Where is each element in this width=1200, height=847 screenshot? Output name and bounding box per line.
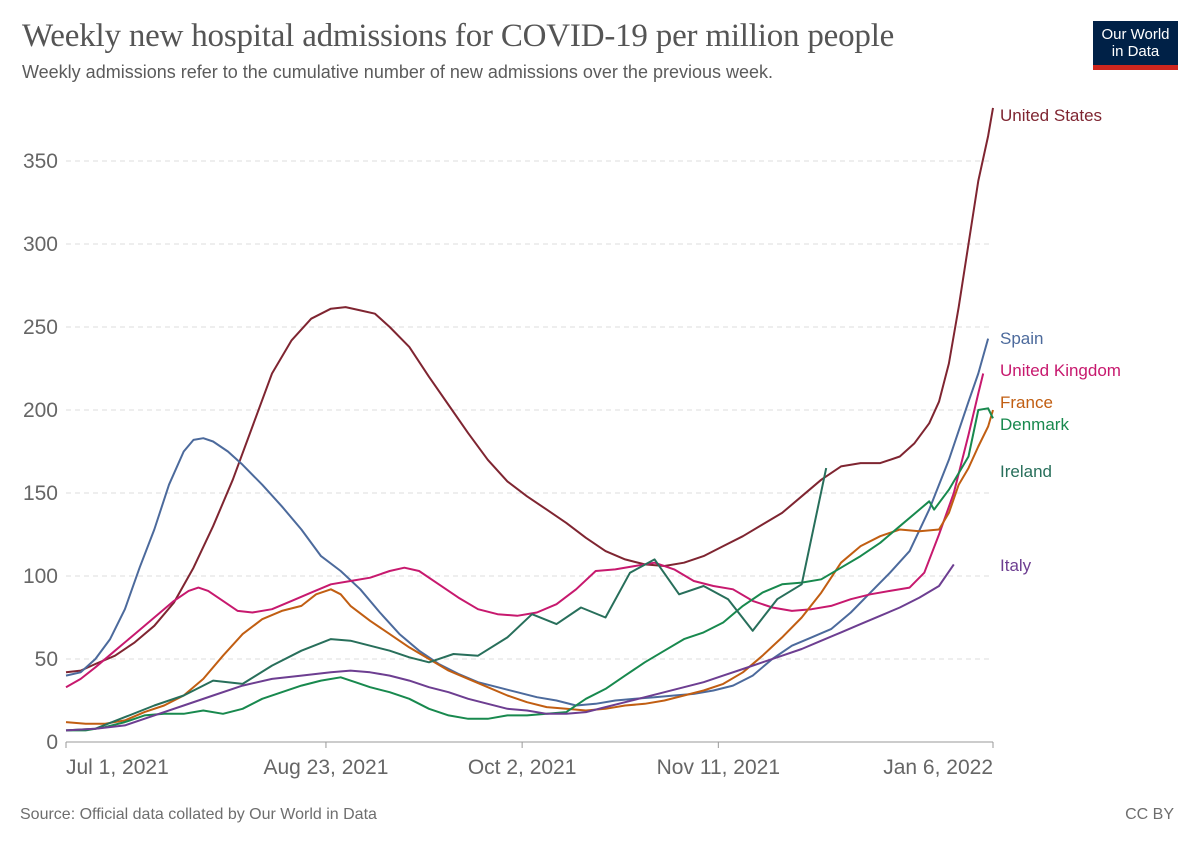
legend-label-ireland[interactable]: Ireland (1000, 462, 1052, 481)
logo-line-1: Our World (1101, 26, 1170, 43)
legend-label-france[interactable]: France (1000, 393, 1053, 412)
chart-subtitle: Weekly admissions refer to the cumulativ… (22, 62, 774, 82)
series-line-ireland[interactable] (65, 467, 828, 732)
source-note: Source: Official data collated by Our Wo… (20, 806, 377, 823)
series-line-united-states[interactable] (65, 107, 994, 674)
y-tick-label: 250 (23, 316, 58, 339)
x-tick-label: Aug 23, 2021 (263, 756, 388, 779)
chart-title: Weekly new hospital admissions for COVID… (22, 18, 895, 54)
y-tick-label: 50 (35, 648, 58, 671)
logo-line-2: in Data (1111, 43, 1160, 60)
x-tick-label: Jul 1, 2021 (66, 756, 169, 779)
x-axis: Jul 1, 2021 Aug 23, 2021 Oct 2, 2021 Nov 11… (65, 741, 994, 779)
series-line-italy[interactable] (65, 563, 955, 732)
y-tick-label: 150 (23, 482, 58, 505)
series-line-spain[interactable] (65, 338, 990, 707)
y-axis: 0 50 100 150 200 250 300 350 (23, 150, 58, 754)
y-tick-label: 300 (23, 233, 58, 256)
x-tick-label: Oct 2, 2021 (468, 756, 577, 779)
legend-label-italy[interactable]: Italy (1000, 556, 1032, 575)
y-tick-label: 350 (23, 150, 58, 173)
y-tick-label: 0 (46, 731, 58, 754)
x-tick-label: Nov 11, 2021 (657, 756, 780, 779)
legend-label-spain[interactable]: Spain (1000, 329, 1043, 348)
owid-logo[interactable]: Our World in Data (1093, 21, 1178, 70)
legend-label-united-kingdom[interactable]: United Kingdom (1000, 361, 1121, 380)
legend-label-united-states[interactable]: United States (1000, 106, 1102, 125)
y-tick-label: 100 (23, 565, 58, 588)
gridlines (66, 160, 993, 660)
series-line-united-kingdom[interactable] (65, 373, 985, 689)
series-line-denmark[interactable] (66, 407, 994, 732)
x-tick-label: Jan 6, 2022 (883, 756, 993, 779)
license-link[interactable]: CC BY (1125, 806, 1174, 823)
legend: United States Spain United Kingdom France De… (1000, 106, 1121, 575)
series-lines (65, 107, 994, 732)
legend-label-denmark[interactable]: Denmark (1000, 415, 1069, 434)
series-line-france[interactable] (65, 409, 994, 725)
y-tick-label: 200 (23, 399, 58, 422)
